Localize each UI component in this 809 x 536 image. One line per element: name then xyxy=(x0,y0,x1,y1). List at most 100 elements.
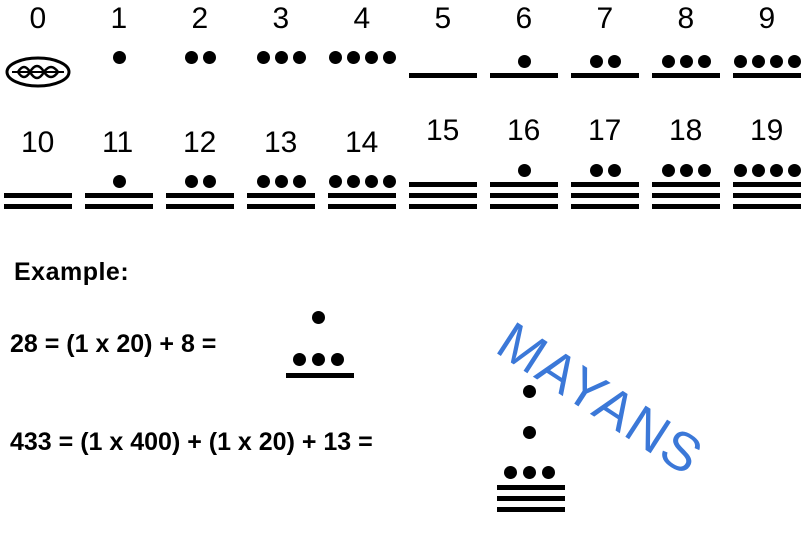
numeral-dot xyxy=(256,51,270,64)
numeral-dot xyxy=(112,175,126,188)
numeral-bar xyxy=(571,193,639,198)
numeral-bar xyxy=(4,204,72,209)
numeral-label: 16 xyxy=(507,114,541,147)
numeral-dot xyxy=(382,175,396,188)
numeral-dot xyxy=(679,164,693,177)
numeral-bar xyxy=(571,73,639,78)
numeral-label: 8 xyxy=(677,2,695,35)
numeral-dot xyxy=(256,175,270,188)
equation-433: 433 = (1 x 400) + (1 x 20) + 13 = xyxy=(10,428,373,456)
numeral-dot xyxy=(292,175,306,188)
numeral-bar xyxy=(328,193,396,198)
numeral-bar xyxy=(490,73,558,78)
numeral-dot xyxy=(751,55,765,68)
glyph-28-dot xyxy=(312,353,325,366)
equation-28: 28 = (1 x 20) + 8 = xyxy=(10,330,217,358)
glyph-28-dot xyxy=(331,353,344,366)
numeral-dot xyxy=(274,51,288,64)
numeral-bar xyxy=(85,193,153,198)
numeral-dot xyxy=(517,164,531,177)
numeral-dot xyxy=(112,51,126,64)
numeral-bar xyxy=(652,73,720,78)
numeral-label: 12 xyxy=(183,126,217,159)
numeral-bar xyxy=(409,193,477,198)
glyph-433-dot xyxy=(542,466,555,479)
numeral-label: 19 xyxy=(750,114,784,147)
numeral-bar xyxy=(652,204,720,209)
numeral-label: 7 xyxy=(596,2,614,35)
numeral-bar xyxy=(409,182,477,187)
glyph-433-bar xyxy=(497,507,565,512)
numeral-dot xyxy=(364,51,378,64)
numeral-dot xyxy=(328,51,342,64)
numeral-dot xyxy=(202,51,216,64)
numeral-bar xyxy=(652,193,720,198)
numeral-label: 2 xyxy=(191,2,209,35)
numeral-bar xyxy=(247,204,315,209)
numeral-dot xyxy=(292,51,306,64)
numeral-label: 4 xyxy=(353,2,371,35)
numeral-label: 17 xyxy=(588,114,622,147)
numeral-dot xyxy=(517,55,531,68)
numeral-dot xyxy=(787,55,801,68)
numeral-dot xyxy=(769,164,783,177)
numeral-bar xyxy=(247,193,315,198)
numeral-dot xyxy=(769,55,783,68)
glyph-28-upper-dot xyxy=(312,311,325,324)
example-heading: Example: xyxy=(14,258,130,286)
numeral-dot xyxy=(589,164,603,177)
numeral-dot xyxy=(184,175,198,188)
glyph-28-bar xyxy=(286,373,354,378)
numeral-label: 14 xyxy=(345,126,379,159)
numeral-label: 9 xyxy=(758,2,776,35)
glyph-433-dot xyxy=(504,466,517,479)
numeral-bar xyxy=(409,73,477,78)
numeral-label: 15 xyxy=(426,114,460,147)
numeral-bar xyxy=(4,193,72,198)
numeral-dot xyxy=(346,51,360,64)
numeral-bar xyxy=(490,182,558,187)
mayans-watermark: MAYANS xyxy=(486,310,715,488)
numeral-bar xyxy=(571,204,639,209)
numeral-dot xyxy=(697,55,711,68)
numeral-dot xyxy=(733,55,747,68)
numeral-label: 1 xyxy=(110,2,128,35)
numeral-dot xyxy=(364,175,378,188)
numeral-bar xyxy=(490,204,558,209)
numeral-bar xyxy=(328,204,396,209)
numeral-dot xyxy=(328,175,342,188)
numeral-bar xyxy=(166,193,234,198)
numeral-dot xyxy=(661,164,675,177)
numeral-dot xyxy=(589,55,603,68)
numeral-bar xyxy=(733,182,801,187)
glyph-433-bar xyxy=(497,496,565,501)
numeral-bar xyxy=(733,193,801,198)
numeral-dot xyxy=(751,164,765,177)
numeral-dot xyxy=(679,55,693,68)
numeral-label: 13 xyxy=(264,126,298,159)
numeral-dot xyxy=(184,51,198,64)
numeral-label: 3 xyxy=(272,2,290,35)
numeral-bar xyxy=(409,204,477,209)
numeral-bar xyxy=(733,204,801,209)
numeral-dot xyxy=(382,51,396,64)
numeral-label: 10 xyxy=(21,126,55,159)
numeral-dot xyxy=(202,175,216,188)
numeral-label: 18 xyxy=(669,114,703,147)
numeral-dot xyxy=(607,164,621,177)
numeral-label: 6 xyxy=(515,2,533,35)
glyph-433-dot xyxy=(523,466,536,479)
numeral-bar xyxy=(490,193,558,198)
glyph-433-middle-dot xyxy=(523,426,536,439)
numeral-label: 0 xyxy=(29,2,47,35)
numeral-label: 5 xyxy=(434,2,452,35)
shell-zero-icon xyxy=(5,56,71,88)
numeral-bar xyxy=(85,204,153,209)
numeral-bar xyxy=(652,182,720,187)
numeral-dot xyxy=(346,175,360,188)
numeral-dot xyxy=(697,164,711,177)
numeral-dot xyxy=(733,164,747,177)
numeral-dot xyxy=(607,55,621,68)
numeral-label: 11 xyxy=(102,126,134,159)
glyph-433-bar xyxy=(497,485,565,490)
